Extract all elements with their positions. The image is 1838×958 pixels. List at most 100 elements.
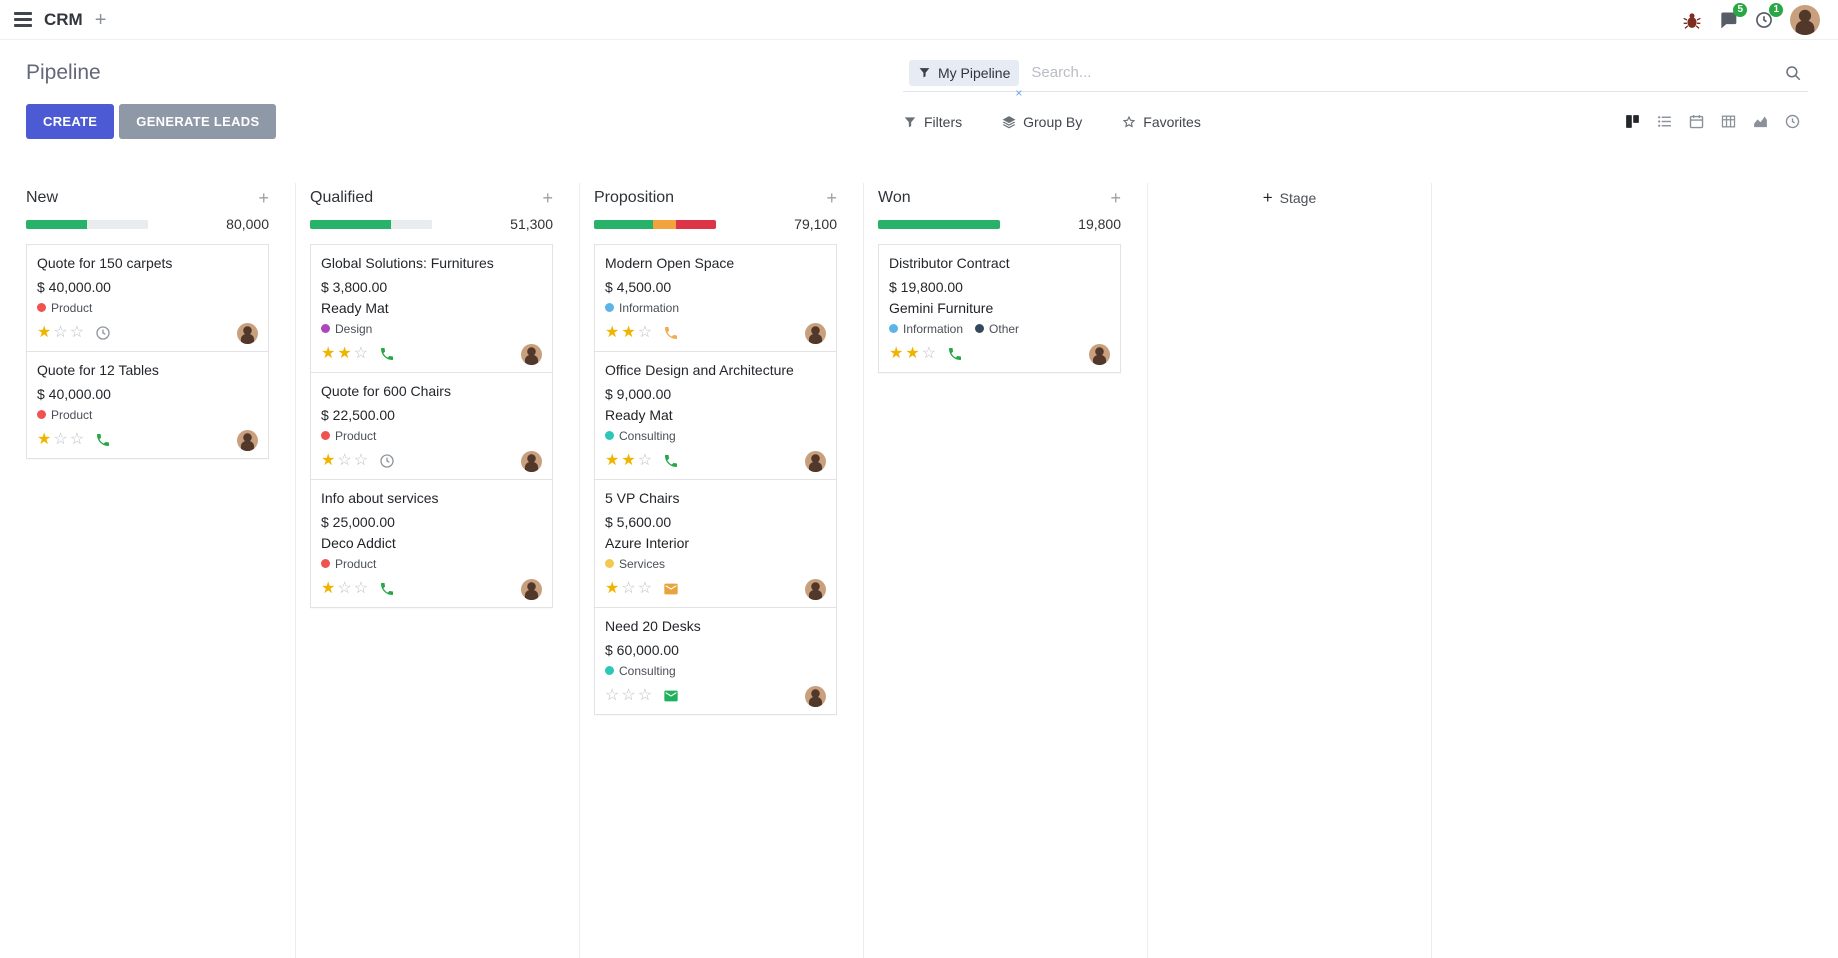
priority-star-icon[interactable]: ☆ <box>337 452 352 470</box>
kanban-card[interactable]: Quote for 600 Chairs $ 22,500.00 Product ★ ☆… <box>310 371 553 480</box>
priority-star-icon[interactable]: ☆ <box>621 687 636 705</box>
priority-star-icon[interactable]: ★ <box>621 452 636 470</box>
priority-star-icon[interactable]: ★ <box>37 324 52 342</box>
priority-star-icon[interactable]: ★ <box>321 580 336 598</box>
progress-segment[interactable] <box>26 219 87 229</box>
column-progress-row: 51,300 <box>310 216 553 232</box>
priority-star-icon[interactable]: ☆ <box>921 345 937 363</box>
bug-icon[interactable] <box>1682 10 1702 30</box>
priority-star-icon[interactable]: ☆ <box>53 431 68 449</box>
clock-icon[interactable] <box>95 325 111 341</box>
kanban-card[interactable]: Office Design and Architecture $ 9,000.00… <box>594 350 837 480</box>
add-record-icon[interactable]: + <box>1110 188 1121 208</box>
priority-star-icon[interactable]: ★ <box>37 431 52 449</box>
progress-segment[interactable] <box>878 219 1000 229</box>
kanban-card[interactable]: Info about services $ 25,000.00 Deco Addic… <box>310 478 553 608</box>
progress-segment[interactable] <box>390 219 432 229</box>
plus-icon[interactable]: + <box>94 8 107 31</box>
group-by-button[interactable]: Group By <box>1002 114 1082 130</box>
priority-star-icon[interactable]: ☆ <box>621 580 636 598</box>
progress-segment[interactable] <box>310 219 391 229</box>
priority-star-icon[interactable]: ☆ <box>637 687 653 705</box>
view-calendar-icon[interactable] <box>1680 108 1712 136</box>
priority-star-icon[interactable]: ☆ <box>637 324 653 342</box>
tag-color-dot <box>605 431 614 441</box>
priority-star-icon[interactable]: ☆ <box>69 431 85 449</box>
kanban-card[interactable]: Global Solutions: Furnitures $ 3,800.00 Re… <box>310 244 553 373</box>
clock-icon[interactable] <box>379 453 395 469</box>
column-progressbar[interactable] <box>594 219 716 229</box>
tag-color-dot <box>37 410 46 420</box>
view-list-icon[interactable] <box>1648 108 1680 136</box>
phone-icon[interactable] <box>663 453 679 469</box>
apps-menu-icon[interactable] <box>14 12 32 27</box>
card-tag: Consulting <box>605 664 676 678</box>
priority-star-icon[interactable]: ☆ <box>605 687 620 705</box>
priority-star-icon[interactable]: ★ <box>605 324 620 342</box>
progress-segment[interactable] <box>675 219 716 229</box>
column-progressbar[interactable] <box>26 219 148 229</box>
priority-star-icon[interactable]: ★ <box>905 345 920 363</box>
priority-star-icon[interactable]: ☆ <box>337 580 352 598</box>
progress-segment[interactable] <box>652 219 676 229</box>
view-kanban-icon[interactable] <box>1616 108 1648 136</box>
priority-star-icon[interactable]: ★ <box>889 345 904 363</box>
priority-star-icon[interactable]: ★ <box>321 345 336 363</box>
messages-icon[interactable]: 5 <box>1718 2 1747 30</box>
mail-icon[interactable] <box>663 581 679 597</box>
filters-button[interactable]: Filters <box>903 114 962 130</box>
search-input[interactable] <box>1029 63 1774 82</box>
priority-stars: ★ ★ ☆ <box>321 345 370 363</box>
add-record-icon[interactable]: + <box>258 188 269 208</box>
phone-icon[interactable] <box>947 346 963 362</box>
favorites-button[interactable]: Favorites <box>1122 114 1201 130</box>
priority-star-icon[interactable]: ☆ <box>353 452 369 470</box>
kanban-card[interactable]: 5 VP Chairs $ 5,600.00 Azure Interior Servi… <box>594 478 837 608</box>
phone-icon[interactable] <box>379 346 395 362</box>
column-progressbar[interactable] <box>878 219 1000 229</box>
app-name[interactable]: CRM <box>44 9 83 29</box>
generate-leads-button[interactable]: GENERATE LEADS <box>119 104 277 139</box>
priority-star-icon[interactable]: ★ <box>337 345 352 363</box>
facet-label: My Pipeline <box>938 64 1011 81</box>
facet-remove-icon[interactable]: × <box>1015 85 1023 100</box>
priority-star-icon[interactable]: ★ <box>621 324 636 342</box>
kanban-card[interactable]: Quote for 150 carpets $ 40,000.00 Product ★… <box>26 244 269 352</box>
phone-icon[interactable] <box>379 581 395 597</box>
add-record-icon[interactable]: + <box>542 188 553 208</box>
priority-star-icon[interactable]: ☆ <box>637 580 653 598</box>
priority-star-icon[interactable]: ★ <box>321 452 336 470</box>
priority-star-icon[interactable]: ☆ <box>353 580 369 598</box>
phone-icon[interactable] <box>663 325 679 341</box>
add-stage-button[interactable]: + Stage <box>1263 189 1317 206</box>
card-tag: Design <box>321 322 372 336</box>
priority-star-icon[interactable]: ☆ <box>637 452 653 470</box>
phone-icon[interactable] <box>95 432 111 448</box>
card-amount: $ 3,800.00 <box>321 278 388 295</box>
search-bar[interactable]: My Pipeline × <box>903 54 1808 100</box>
view-graph-icon[interactable] <box>1744 108 1776 136</box>
progress-segment[interactable] <box>87 219 148 229</box>
view-pivot-icon[interactable] <box>1712 108 1744 136</box>
add-record-icon[interactable]: + <box>826 188 837 208</box>
column-progressbar[interactable] <box>310 219 432 229</box>
priority-star-icon[interactable]: ☆ <box>353 345 369 363</box>
user-avatar[interactable] <box>1790 4 1820 35</box>
tag-color-dot <box>37 303 46 313</box>
view-activity-icon[interactable] <box>1776 108 1808 136</box>
priority-star-icon[interactable]: ★ <box>605 452 620 470</box>
priority-star-icon[interactable]: ☆ <box>53 324 68 342</box>
search-icon[interactable] <box>1784 64 1802 82</box>
kanban-card[interactable]: Need 20 Desks $ 60,000.00 Consulting ☆ ☆ ☆ <box>594 606 837 715</box>
kanban-card[interactable]: Quote for 12 Tables $ 40,000.00 Product ★ ☆ ☆ <box>26 350 269 459</box>
activities-icon[interactable]: 1 <box>1754 2 1783 30</box>
create-button[interactable]: CREATE <box>26 104 115 139</box>
kanban-card[interactable]: Distributor Contract $ 19,800.00 Gemini Fu… <box>878 244 1121 373</box>
add-stage-label: Stage <box>1279 189 1317 206</box>
kanban-card[interactable]: Modern Open Space $ 4,500.00 Information ★ ★… <box>594 244 837 352</box>
priority-star-icon[interactable]: ★ <box>605 580 620 598</box>
mail-icon[interactable] <box>663 688 679 704</box>
card-tags: Consulting <box>605 429 826 443</box>
progress-segment[interactable] <box>594 219 653 229</box>
priority-star-icon[interactable]: ☆ <box>69 324 85 342</box>
